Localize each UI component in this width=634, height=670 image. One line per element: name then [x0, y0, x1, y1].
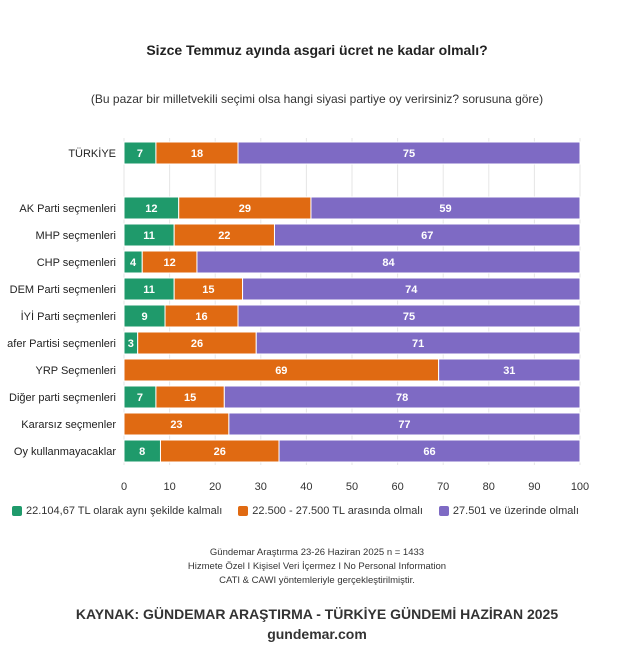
legend-item-above: 27.501 ve üzerinde olmalı: [438, 505, 579, 517]
x-tick-label-80: 80: [483, 481, 495, 493]
data-label-6-1: 26: [191, 338, 203, 350]
x-tick-label-0: 0: [121, 481, 127, 493]
chart-legend: 22.104,67 TL olarak aynı şekilde kalmalı…: [12, 505, 632, 517]
methodology-note: Gündemar Araştırma 23-26 Haziran 2025 n …: [0, 546, 634, 588]
data-label-2-2: 67: [421, 230, 433, 242]
data-label-4-1: 15: [202, 284, 214, 296]
legend-label-above: 27.501 ve üzerinde olmalı: [452, 505, 579, 517]
legend-swatch-range: [238, 506, 249, 516]
category-label-6: afer Partisi seçmenleri: [7, 338, 116, 350]
category-label-2: MHP seçmenleri: [36, 230, 117, 242]
data-label-6-2: 71: [412, 338, 424, 350]
data-label-5-1: 16: [195, 311, 207, 323]
method-line-3: CATI & CAWI yöntemleriyle gerçekleştiril…: [219, 575, 415, 586]
legend-item-same: 22.104,67 TL olarak aynı şekilde kalmalı: [12, 505, 222, 517]
data-label-3-2: 84: [382, 257, 395, 269]
data-label-3-0: 4: [130, 257, 137, 269]
bar-segment-10-2: [278, 439, 581, 463]
data-label-9-1: 23: [170, 419, 182, 431]
data-label-0-0: 7: [137, 148, 143, 160]
bar-segment-7-2: [438, 358, 581, 382]
bar-segment-2-2: [273, 223, 581, 247]
data-label-4-0: 11: [143, 284, 155, 296]
category-label-8: Diğer parti seçmenleri: [9, 392, 116, 404]
data-label-1-1: 29: [239, 203, 251, 215]
data-label-10-0: 8: [139, 446, 145, 458]
x-tick-label-10: 10: [163, 481, 175, 493]
data-label-1-2: 59: [439, 203, 451, 215]
data-label-10-1: 26: [214, 446, 226, 458]
x-tick-label-20: 20: [209, 481, 221, 493]
bar-segment-9-2: [228, 412, 581, 436]
bar-segment-8-2: [223, 385, 581, 409]
data-label-8-0: 7: [137, 392, 143, 404]
legend-swatch-same: [12, 506, 22, 516]
data-label-1-0: 12: [145, 203, 157, 215]
bar-segment-3-2: [196, 250, 581, 274]
category-label-7: YRP Seçmenleri: [36, 365, 117, 377]
x-tick-label-100: 100: [571, 481, 589, 493]
source-website: gundemar.com: [267, 626, 367, 642]
method-line-2: Hizmete Özel I Kişisel Veri İçermez I No…: [187, 561, 447, 572]
data-label-2-1: 22: [218, 230, 230, 242]
data-label-7-1: 69: [275, 365, 287, 377]
method-line-1: Gündemar Araştırma 23-26 Haziran 2025 n …: [209, 547, 425, 558]
data-label-8-2: 78: [396, 392, 408, 404]
data-label-9-2: 77: [398, 419, 410, 431]
category-label-3: CHP seçmenleri: [37, 257, 116, 269]
category-label-4: DEM Parti seçmenleri: [10, 284, 116, 296]
bar-segment-1-2: [310, 196, 581, 220]
category-label-0: TÜRKİYE: [68, 147, 116, 160]
legend-label-same: 22.104,67 TL olarak aynı şekilde kalmalı: [26, 505, 223, 517]
data-label-0-2: 75: [403, 148, 415, 160]
bar-segment-4-2: [242, 277, 581, 301]
data-label-4-2: 74: [405, 284, 418, 296]
bar-segment-5-2: [237, 304, 581, 328]
x-tick-label-30: 30: [255, 481, 267, 493]
category-label-10: Oy kullanmayacaklar: [14, 446, 116, 458]
x-tick-label-40: 40: [300, 481, 312, 493]
data-label-7-2: 31: [503, 365, 515, 377]
chart-title: Sizce Temmuz ayında asgari ücret ne kada…: [146, 42, 488, 58]
data-label-2-0: 11: [143, 230, 155, 242]
source-line-1: KAYNAK: GÜNDEMAR ARAŞTIRMA - TÜRKİYE GÜN…: [75, 606, 559, 622]
data-label-0-1: 18: [191, 148, 203, 160]
x-tick-label-90: 90: [528, 481, 540, 493]
data-label-5-0: 9: [141, 311, 147, 323]
category-label-1: AK Parti seçmenleri: [19, 203, 116, 215]
bar-segment-0-2: [237, 141, 581, 165]
data-label-6-0: 3: [128, 338, 134, 350]
data-label-8-1: 15: [184, 392, 196, 404]
data-label-3-1: 12: [163, 257, 175, 269]
legend-item-range: 22.500 - 27.500 TL arasında olmalı: [238, 505, 423, 517]
data-label-10-2: 66: [423, 446, 435, 458]
category-label-9: Kararsız seçmenler: [21, 419, 116, 431]
chart-subtitle: (Bu pazar bir milletvekili seçimi olsa h…: [90, 92, 544, 106]
x-tick-label-60: 60: [391, 481, 403, 493]
x-tick-label-70: 70: [437, 481, 449, 493]
data-label-5-2: 75: [403, 311, 415, 323]
category-label-5: İYİ Parti seçmenleri: [21, 310, 116, 323]
legend-label-range: 22.500 - 27.500 TL arasında olmalı: [252, 505, 423, 517]
bar-segment-6-2: [255, 331, 581, 355]
x-tick-label-50: 50: [346, 481, 358, 493]
source-credit: KAYNAK: GÜNDEMAR ARAŞTIRMA - TÜRKİYE GÜN…: [0, 604, 634, 644]
legend-swatch-above: [438, 506, 449, 516]
